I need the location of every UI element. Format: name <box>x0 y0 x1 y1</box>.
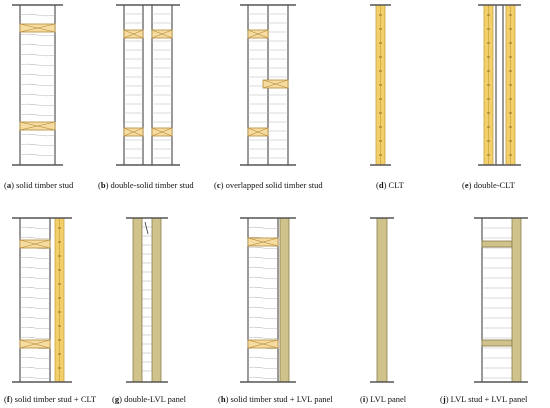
insulation-fiber <box>247 286 279 290</box>
insulation-fiber <box>19 43 56 47</box>
insulation-fiber <box>19 103 56 107</box>
insulation-fiber <box>19 276 51 280</box>
insulation-fiber <box>19 236 51 240</box>
panel-b <box>116 4 180 166</box>
insulation-fiber <box>19 83 56 87</box>
insulation-fiber <box>19 256 51 260</box>
insulation-fiber <box>247 256 279 260</box>
panel-g <box>126 217 168 383</box>
lvl-panel <box>279 217 290 383</box>
blocking-cross <box>123 127 144 137</box>
caption-g: (g) double-LVL panel <box>112 394 186 404</box>
insulation-fiber <box>19 143 56 147</box>
caption-d: (d) CLT <box>376 180 404 190</box>
caption-a: (a) solid timber stud <box>4 180 74 190</box>
blocking-cross <box>247 237 279 247</box>
blocking-cross <box>19 239 51 249</box>
insulation-fiber <box>19 113 56 117</box>
lvl-stud-rail <box>481 339 513 347</box>
connector-mark <box>144 221 149 235</box>
caption-f: (f) solid timber stud + CLT <box>4 394 97 404</box>
panel-d <box>370 4 391 166</box>
blocking-cross <box>151 29 173 39</box>
insulation-fiber <box>247 366 279 370</box>
insulation-fiber <box>247 376 279 380</box>
panel-e <box>478 4 521 166</box>
caption-j: (j) LVL stud + LVL panel <box>440 394 528 404</box>
insulation-fiber <box>19 316 51 320</box>
insulation-fiber <box>19 326 51 330</box>
blocking-cross <box>19 121 56 131</box>
blocking-cross <box>151 127 173 137</box>
insulation-fiber <box>19 306 51 310</box>
insulation-fiber <box>19 33 56 37</box>
insulation-fiber <box>19 286 51 290</box>
insulation-fiber <box>19 133 56 137</box>
blocking-cross <box>19 339 51 349</box>
insulation-fiber <box>247 306 279 310</box>
insulation-fiber <box>247 266 279 270</box>
caption-e: (e) double-CLT <box>462 180 515 190</box>
insulation-fiber <box>19 53 56 57</box>
insulation-fiber <box>19 73 56 77</box>
panel-f <box>12 217 72 383</box>
caption-h: (h) solid timber stud + LVL panel <box>218 394 333 404</box>
insulation-fiber <box>19 93 56 97</box>
caption-c: (c) overlapped solid timber stud <box>214 180 323 190</box>
insulation-fiber <box>19 366 51 370</box>
panel-j <box>474 217 528 383</box>
lvl-panel <box>511 217 522 383</box>
panel-i <box>370 217 394 383</box>
insulation-fiber <box>247 356 279 360</box>
insulation-fiber <box>247 326 279 330</box>
insulation-fiber <box>247 246 279 250</box>
insulation-fiber <box>19 63 56 67</box>
lvl-panel <box>151 217 162 383</box>
insulation-fiber <box>247 226 279 230</box>
caption-i: (i) LVL panel <box>360 394 407 404</box>
blocking-cross <box>123 29 144 39</box>
insulation-fiber <box>19 356 51 360</box>
insulation-fiber <box>247 276 279 280</box>
insulation-fiber <box>247 316 279 320</box>
blocking-cross <box>262 79 289 89</box>
insulation-fiber <box>19 336 51 340</box>
insulation-fiber <box>247 296 279 300</box>
caption-b: (b) double-solid timber stud <box>98 180 194 190</box>
lvl-panel <box>132 217 143 383</box>
panel-c <box>240 4 296 166</box>
insulation-fiber <box>19 13 56 17</box>
blocking-cross <box>247 127 269 137</box>
blocking-cross <box>247 339 279 349</box>
insulation-fiber <box>247 336 279 340</box>
insulation-fiber <box>19 153 56 157</box>
blocking-cross <box>19 23 56 33</box>
insulation-fiber <box>19 296 51 300</box>
insulation-fiber <box>19 266 51 270</box>
panel-h <box>240 217 296 383</box>
lvl-panel <box>376 217 388 383</box>
lvl-stud-rail <box>481 240 513 248</box>
insulation-fiber <box>19 226 51 230</box>
blocking-cross <box>247 29 269 39</box>
panel-a <box>12 4 63 166</box>
insulation-fiber <box>19 376 51 380</box>
